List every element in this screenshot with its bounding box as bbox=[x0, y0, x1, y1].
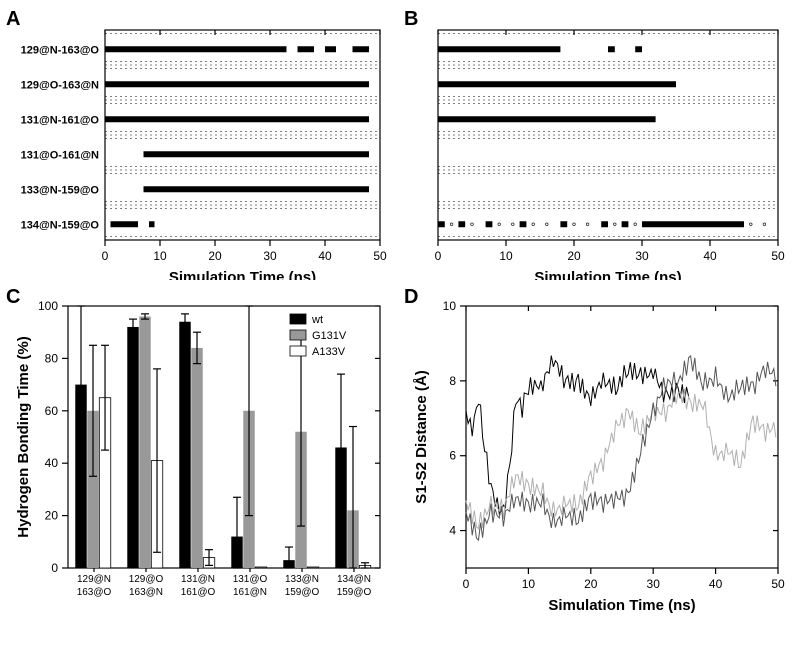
svg-text:Simulation Time (ns): Simulation Time (ns) bbox=[169, 269, 316, 280]
svg-text:129@N: 129@N bbox=[77, 574, 111, 585]
svg-text:10: 10 bbox=[522, 577, 536, 591]
legend: wt G131V A133V bbox=[290, 314, 347, 358]
svg-text:129@O-163@N: 129@O-163@N bbox=[21, 79, 99, 91]
svg-text:S1-S2 Distance (Å): S1-S2 Distance (Å) bbox=[413, 370, 430, 503]
panel-b-label: B bbox=[404, 8, 418, 31]
svg-text:4: 4 bbox=[449, 524, 456, 538]
panel-c: C 020406080100Hydrogen Bonding Time (%)1… bbox=[10, 288, 392, 628]
svg-text:40: 40 bbox=[703, 249, 717, 263]
figure-grid: A 129@N-163@O129@O-163@N131@N-161@O131@O… bbox=[10, 10, 790, 628]
svg-text:Simulation Time (ns): Simulation Time (ns) bbox=[548, 597, 695, 614]
svg-text:80: 80 bbox=[45, 351, 59, 365]
svg-text:20: 20 bbox=[45, 509, 59, 523]
svg-text:Simulation Time (ns): Simulation Time (ns) bbox=[534, 269, 681, 280]
panel-b-svg: 0 10 20 30 40 50 Simulation Time (ns) bbox=[408, 10, 788, 280]
svg-text:0: 0 bbox=[51, 561, 58, 575]
panel-d-label: D bbox=[404, 286, 418, 309]
svg-text:6: 6 bbox=[449, 449, 456, 463]
svg-text:133@N: 133@N bbox=[285, 574, 319, 585]
svg-text:163@O: 163@O bbox=[77, 587, 112, 598]
svg-text:159@O: 159@O bbox=[285, 587, 320, 598]
panel-d: D 0102030405046810Simulation Time (ns)S1… bbox=[408, 288, 790, 628]
svg-text:30: 30 bbox=[263, 249, 277, 263]
svg-text:131@N: 131@N bbox=[181, 574, 215, 585]
svg-text:40: 40 bbox=[45, 456, 59, 470]
svg-text:wt: wt bbox=[311, 314, 323, 326]
svg-text:Hydrogen Bonding Time (%): Hydrogen Bonding Time (%) bbox=[15, 336, 32, 537]
svg-text:10: 10 bbox=[443, 299, 457, 313]
panel-b: B 01020304050Simulation Time (ns) bbox=[408, 10, 790, 280]
svg-text:131@O: 131@O bbox=[233, 574, 268, 585]
svg-text:10: 10 bbox=[499, 249, 513, 263]
svg-text:134@N-159@O: 134@N-159@O bbox=[21, 219, 100, 231]
svg-text:100: 100 bbox=[38, 299, 58, 313]
svg-text:133@N-159@O: 133@N-159@O bbox=[21, 184, 100, 196]
svg-text:131@O-161@N: 131@O-161@N bbox=[21, 149, 99, 161]
panel-c-label: C bbox=[6, 286, 20, 309]
panel-a: A 129@N-163@O129@O-163@N131@N-161@O131@O… bbox=[10, 10, 392, 280]
svg-text:0: 0 bbox=[102, 249, 109, 263]
svg-text:163@N: 163@N bbox=[129, 587, 163, 598]
svg-text:10: 10 bbox=[153, 249, 167, 263]
svg-text:20: 20 bbox=[584, 577, 598, 591]
svg-text:0: 0 bbox=[463, 577, 470, 591]
svg-text:50: 50 bbox=[771, 249, 785, 263]
panel-c-svg: 0 20 40 60 80 100 Hydrogen Bonding Time (%) 129… bbox=[10, 288, 390, 628]
svg-text:50: 50 bbox=[373, 249, 387, 263]
svg-text:A133V: A133V bbox=[312, 346, 346, 358]
panel-a-svg: 129@N-163@O 129@O-163@N 131@N-161@O 131@O-1… bbox=[10, 10, 390, 280]
svg-text:G131V: G131V bbox=[312, 330, 347, 342]
svg-text:50: 50 bbox=[771, 577, 785, 591]
svg-text:60: 60 bbox=[45, 404, 59, 418]
svg-text:159@O: 159@O bbox=[337, 587, 372, 598]
svg-text:30: 30 bbox=[647, 577, 661, 591]
svg-text:161@O: 161@O bbox=[181, 587, 216, 598]
svg-text:40: 40 bbox=[709, 577, 723, 591]
svg-text:20: 20 bbox=[208, 249, 222, 263]
svg-text:30: 30 bbox=[635, 249, 649, 263]
svg-text:8: 8 bbox=[449, 374, 456, 388]
svg-text:40: 40 bbox=[318, 249, 332, 263]
svg-text:134@N: 134@N bbox=[337, 574, 371, 585]
panel-a-label: A bbox=[6, 8, 20, 31]
svg-text:129@O: 129@O bbox=[129, 574, 164, 585]
svg-text:131@N-161@O: 131@N-161@O bbox=[21, 114, 100, 126]
svg-text:129@N-163@O: 129@N-163@O bbox=[21, 44, 100, 56]
svg-text:20: 20 bbox=[567, 249, 581, 263]
svg-text:0: 0 bbox=[435, 249, 442, 263]
svg-text:161@N: 161@N bbox=[233, 587, 267, 598]
panel-d-svg: 0 10 20 30 40 50 4 6 8 10 Simulation Time (ns) S1-S… bbox=[408, 288, 788, 628]
